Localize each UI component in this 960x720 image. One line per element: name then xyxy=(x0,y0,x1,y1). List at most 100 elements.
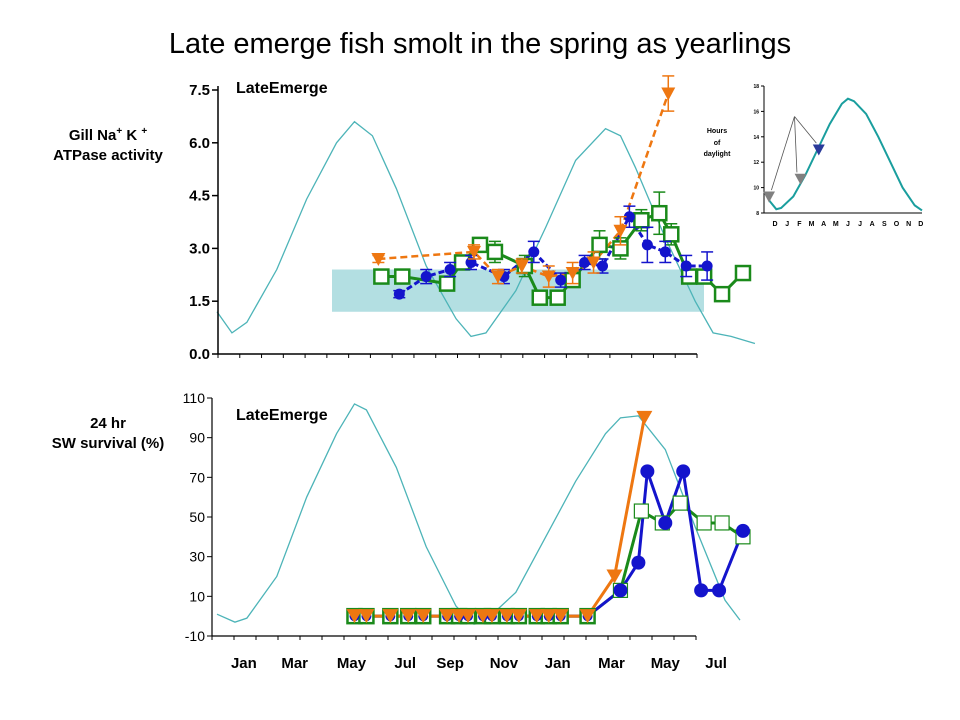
inset-y-tick-label: 18 xyxy=(753,84,759,90)
survival-y-tick-label: -10 xyxy=(185,628,205,644)
atpase-green-point xyxy=(663,226,680,243)
atpase-blue-point xyxy=(680,260,692,272)
inset-month-label: F xyxy=(797,221,802,228)
survival-green-point xyxy=(672,495,688,511)
atpase-y-tick-label: 7.5 xyxy=(189,82,210,99)
atpase-y-tick-label: 6.0 xyxy=(189,135,210,152)
atpase-blue-point xyxy=(528,246,540,258)
survival-orange-point xyxy=(358,609,375,624)
survival-blue-point xyxy=(735,523,750,538)
inset-month-label: D xyxy=(773,221,778,228)
inset-month-label: J xyxy=(846,221,850,228)
survival-y-tick-label: 90 xyxy=(189,430,205,446)
inset-month-label: S xyxy=(882,221,887,228)
atpase-green-point xyxy=(394,268,411,285)
atpase-photoperiod-curve xyxy=(216,120,756,345)
inset-ylabel-line1: Hours xyxy=(707,128,727,135)
atpase-orange-point xyxy=(490,270,505,284)
inset-month-label: M xyxy=(809,221,815,228)
atpase-y-tick-label: 1.5 xyxy=(189,293,210,310)
atpase-blue-point xyxy=(393,288,405,300)
survival-orange-point xyxy=(510,609,527,624)
atpase-blue-point xyxy=(701,260,713,272)
inset-month-label: A xyxy=(870,221,875,228)
survival-orange-point xyxy=(636,410,653,425)
atpase-orange-point xyxy=(514,260,529,273)
inset-ylabel-line2: of xyxy=(714,140,721,147)
inset-arrow xyxy=(771,116,795,191)
atpase-orange-point xyxy=(541,270,556,284)
inset-month-label: N xyxy=(906,221,911,228)
atpase-green-point xyxy=(549,289,566,306)
atpase-blue-point xyxy=(555,274,567,286)
atpase-green-point xyxy=(734,264,752,282)
inset-arrow xyxy=(794,116,798,173)
survival-green-point xyxy=(714,515,730,531)
survival-green-point xyxy=(633,503,649,519)
chart-title: Late emerge fish smolt in the spring as … xyxy=(168,28,792,60)
inset-marker xyxy=(794,173,807,185)
survival-x-tick-label: Mar xyxy=(281,655,308,672)
survival-orange-point xyxy=(579,609,596,624)
inset-y-tick-label: 16 xyxy=(753,109,759,115)
atpase-orange-point xyxy=(467,245,482,259)
survival-orange-point xyxy=(346,609,363,624)
survival-blue-line xyxy=(354,470,745,618)
survival-orange-point xyxy=(552,609,569,624)
inset-marker xyxy=(763,191,775,203)
survival-blue-point xyxy=(694,583,709,598)
survival-blue-point xyxy=(712,583,727,598)
survival-y-tick-label: 10 xyxy=(189,588,205,604)
inset-y-tick-label: 12 xyxy=(753,160,759,166)
survival-orange-point xyxy=(400,609,417,624)
atpase-blue-point xyxy=(641,239,653,251)
survival-blue-point xyxy=(676,464,691,479)
survival-blue-point xyxy=(658,515,673,530)
atpase-green-point xyxy=(486,243,504,261)
survival-y-tick-label: 30 xyxy=(189,549,205,565)
inset-y-tick-label: 10 xyxy=(753,186,759,192)
survival-orange-point xyxy=(483,609,500,624)
survival-orange-line xyxy=(354,417,646,618)
atpase-green-point xyxy=(651,204,668,222)
atpase-orange-point xyxy=(661,87,676,101)
atpase-ylabel-line2: ATPase activity xyxy=(53,147,163,164)
atpase-ylabel-k: K xyxy=(122,127,142,144)
survival-y-axis-label: 24 hr SW survival (%) xyxy=(18,414,198,454)
atpase-ylabel-sup2: + xyxy=(141,126,148,137)
inset-month-label: M xyxy=(833,221,839,228)
survival-x-tick-label: Jan xyxy=(545,655,571,672)
inset-ylabel-line3: daylight xyxy=(704,151,732,158)
atpase-blue-point xyxy=(420,271,432,283)
survival-ylabel-line1: 24 hr xyxy=(90,415,126,432)
atpase-green-point xyxy=(695,268,713,285)
atpase-orange-point xyxy=(613,224,628,238)
atpase-blue-point xyxy=(465,256,477,268)
atpase-green-point xyxy=(438,275,456,292)
survival-orange-point xyxy=(606,569,623,584)
atpase-green-point xyxy=(591,236,608,254)
inset-arrow xyxy=(794,116,817,144)
survival-orange-point xyxy=(415,609,432,624)
atpase-y-tick-label: 0.0 xyxy=(189,346,210,363)
survival-y-tick-label: 50 xyxy=(189,509,205,525)
atpase-blue-point xyxy=(659,246,671,258)
inset-marker xyxy=(812,144,825,156)
survival-x-tick-label: Jul xyxy=(705,655,727,672)
survival-y-tick-label: 110 xyxy=(183,390,206,406)
atpase-orange-point xyxy=(586,256,601,270)
survival-blue-point xyxy=(640,464,655,479)
atpase-green-point xyxy=(633,211,650,229)
survival-x-tick-label: Jan xyxy=(231,655,257,672)
atpase-green-point xyxy=(373,268,390,285)
survival-orange-point xyxy=(528,609,545,624)
survival-ylabel-line2: SW survival (%) xyxy=(51,435,165,452)
survival-x-tick-label: May xyxy=(337,655,367,672)
inset-y-tick-label: 14 xyxy=(753,135,759,141)
survival-blue-point xyxy=(613,583,628,598)
survival-x-tick-label: Sep xyxy=(436,655,464,672)
atpase-y-axis-label: Gill Na+ K + ATPase activity xyxy=(18,122,198,166)
inset-month-label: J xyxy=(785,221,789,228)
survival-orange-point xyxy=(540,609,557,624)
